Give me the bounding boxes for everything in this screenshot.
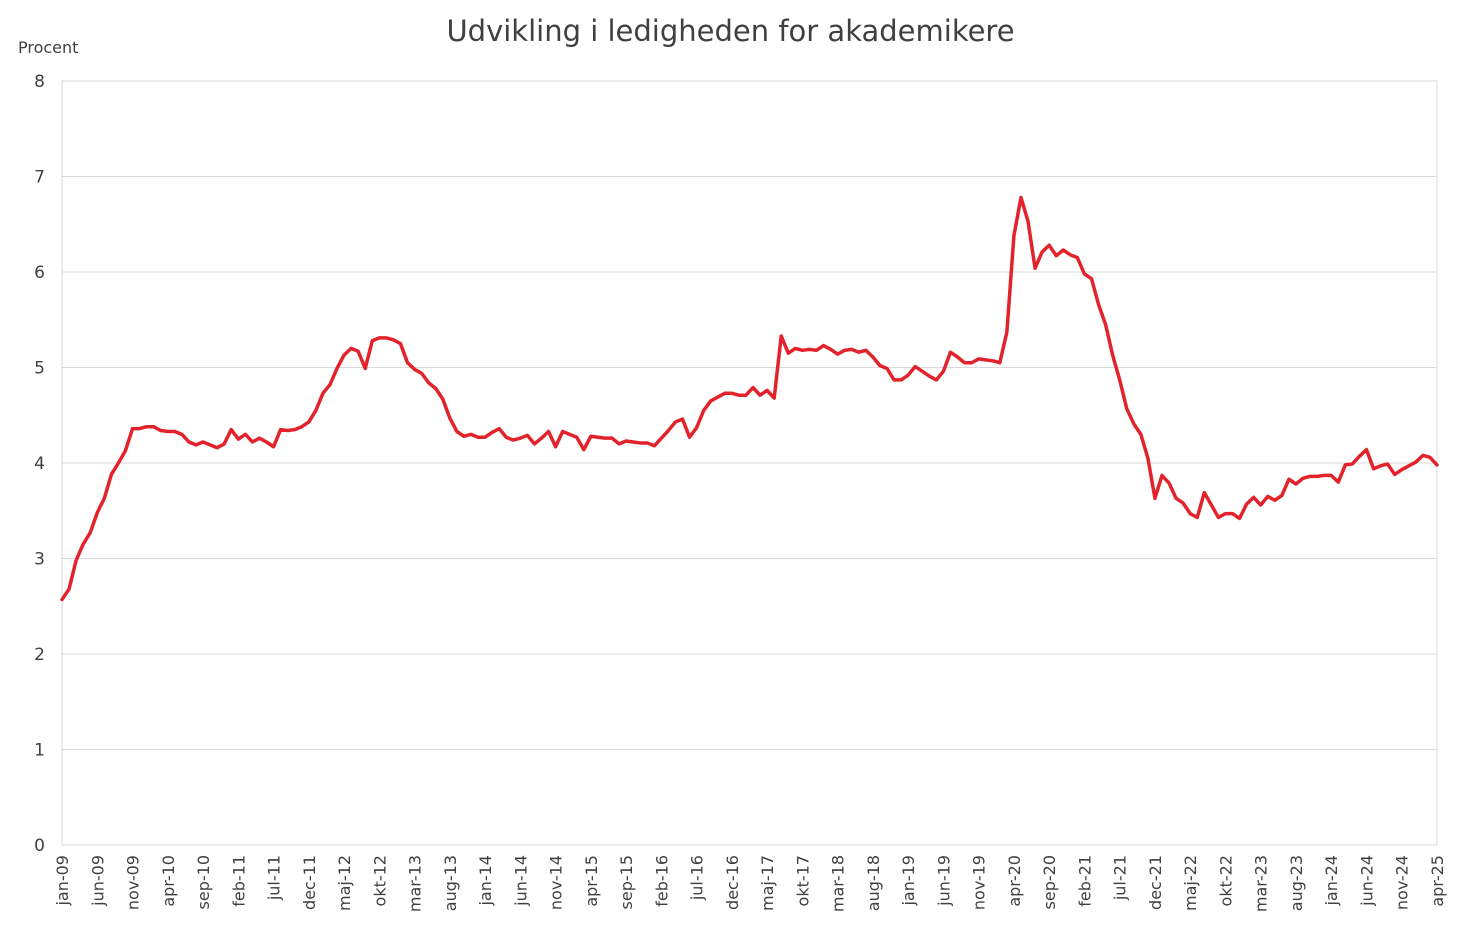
x-tick-label: okt-22 [1216,855,1235,906]
x-tick-label: maj-17 [758,855,777,911]
x-tick-label: mar-18 [829,855,848,912]
x-tick-label: jul-16 [688,855,707,901]
x-tick-label: sep-15 [617,855,636,909]
x-axis-ticks: jan-09 jun-09 nov-09 apr-10 sep-10 feb-11 jul-… [53,855,1447,912]
y-tick-label: 7 [34,168,45,188]
y-tick-label: 3 [34,550,45,570]
x-tick-label: sep-20 [1040,855,1059,909]
series-group [60,195,1439,602]
x-tick-label: nov-09 [124,855,143,910]
x-tick-label: jul-11 [265,855,284,901]
x-tick-label: aug-23 [1287,855,1306,911]
x-tick-label: jan-14 [476,855,495,907]
x-tick-label: aug-13 [441,855,460,911]
y-tick-label: 0 [34,836,45,856]
x-tick-label: okt-17 [793,855,812,906]
x-tick-label: dec-11 [300,855,319,910]
x-tick-label: dec-21 [1146,855,1165,910]
x-tick-label: jan-19 [899,855,918,907]
x-tick-label: apr-10 [159,855,178,907]
x-tick-label: feb-11 [229,855,248,907]
x-tick-label: feb-16 [652,855,671,907]
y-tick-label: 8 [34,72,45,92]
chart-title: Udvikling i ledigheden for akademikere [446,14,1015,48]
x-tick-label: jan-09 [53,855,72,907]
x-tick-label: jul-21 [1111,855,1130,901]
x-tick-label: mar-23 [1252,855,1271,912]
x-tick-label: jun-14 [511,855,530,907]
x-tick-label: dec-16 [723,855,742,910]
x-tick-label: feb-21 [1075,855,1094,907]
x-tick-label: okt-12 [370,855,389,906]
y-axis-ticks: 0 1 2 3 4 5 6 7 8 [34,72,45,856]
x-tick-label: aug-18 [864,855,883,911]
x-tick-label: jun-19 [934,855,953,907]
gridlines [61,80,1438,846]
x-tick-label: nov-14 [547,855,566,910]
y-tick-label: 4 [34,454,45,474]
y-tick-label: 6 [34,263,45,283]
x-tick-label: maj-12 [335,855,354,911]
y-axis-unit-label: Procent [18,38,79,57]
x-tick-label: apr-15 [582,855,601,907]
y-tick-label: 5 [34,359,45,379]
y-tick-label: 2 [34,645,45,665]
x-tick-label: nov-24 [1393,855,1412,910]
x-tick-label: apr-25 [1428,855,1447,907]
x-tick-label: jun-09 [88,855,107,907]
x-tick-label: apr-20 [1005,855,1024,907]
x-tick-label: nov-19 [970,855,989,910]
x-tick-label: maj-22 [1181,855,1200,911]
x-tick-label: sep-10 [194,855,213,909]
y-tick-label: 1 [34,741,45,761]
x-tick-label: jun-24 [1357,855,1376,907]
x-tick-label: mar-13 [406,855,425,912]
x-tick-label: jan-24 [1322,855,1341,907]
series-line [60,195,1439,602]
